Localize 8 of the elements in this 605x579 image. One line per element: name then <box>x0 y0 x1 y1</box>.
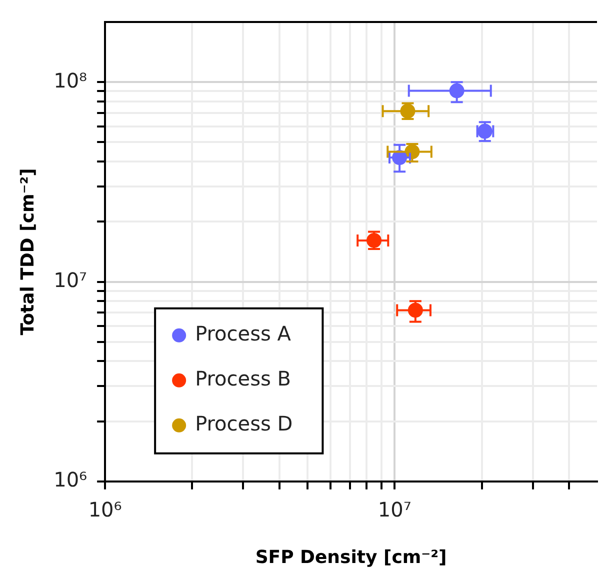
y-tick-label: 10⁷ <box>54 268 88 292</box>
y-tick-label: 10⁸ <box>54 68 88 92</box>
legend-label: Process B <box>195 366 292 391</box>
y-tick-label: 10⁶ <box>54 468 88 492</box>
y-axis-title: Total TDD [cm⁻²] <box>17 168 38 336</box>
legend-label: Process D <box>195 412 293 436</box>
legend-label: Process A <box>195 322 292 346</box>
x-axis-title: SFP Density [cm⁻²] <box>255 546 447 568</box>
